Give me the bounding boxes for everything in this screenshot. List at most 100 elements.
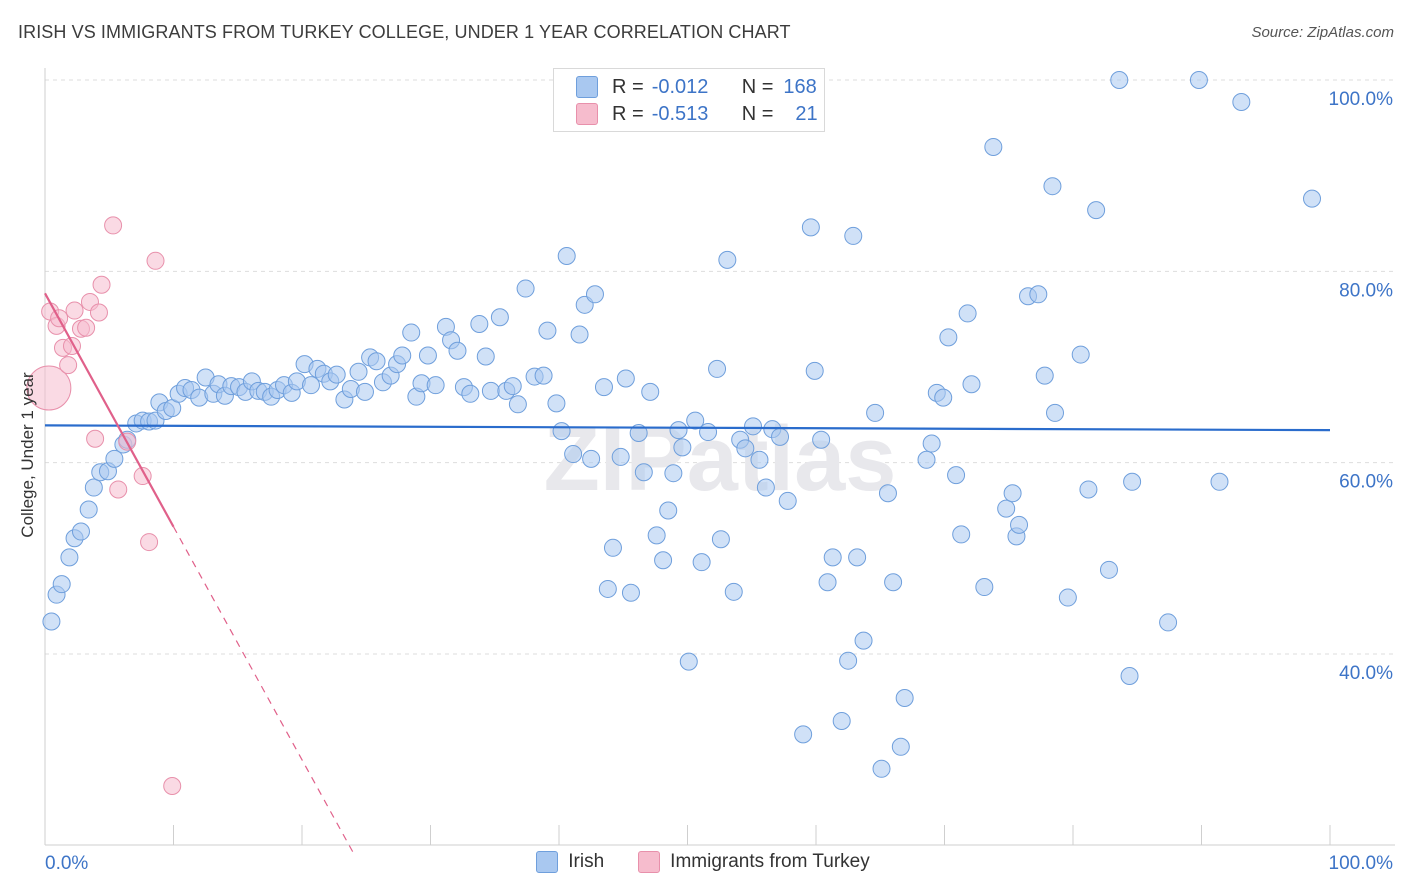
- irish-point: [327, 365, 346, 384]
- irish-point: [917, 450, 936, 469]
- irish-point: [947, 466, 966, 485]
- turkey-point: [104, 216, 123, 235]
- irish-point: [1087, 201, 1106, 220]
- irish-point: [1303, 189, 1322, 208]
- irish-point: [448, 341, 467, 360]
- irish-point: [647, 526, 666, 545]
- turkey-point: [65, 301, 84, 320]
- y-tick-label: 60.0%: [1339, 472, 1393, 493]
- irish-point: [818, 573, 837, 592]
- irish-point: [679, 652, 698, 671]
- irish-point: [878, 484, 897, 503]
- irish-point: [844, 226, 863, 245]
- irish-point: [805, 361, 824, 380]
- irish-point: [418, 346, 437, 365]
- irish-point: [718, 250, 737, 269]
- irish-point: [1110, 71, 1129, 89]
- irish-point: [611, 447, 630, 466]
- irish-point: [839, 651, 858, 670]
- tick-label-layer: 40.0% 60.0% 80.0% 100.0% 0.0% 100.0%: [45, 89, 1393, 874]
- irish-point: [516, 279, 535, 298]
- y-tick-label: 80.0%: [1339, 280, 1393, 301]
- irish-point: [1189, 71, 1208, 89]
- turkey-swatch: [576, 103, 598, 125]
- turkey-point: [109, 480, 128, 499]
- legend-r-label: R =: [612, 75, 644, 98]
- irish-point: [984, 137, 1003, 156]
- irish-point: [997, 499, 1016, 518]
- irish-point: [1079, 480, 1098, 499]
- irish-point: [476, 347, 495, 366]
- axis-layer: [44, 68, 1395, 846]
- irish-point: [1123, 472, 1142, 491]
- irish-point: [84, 478, 103, 497]
- y-tick-label: 100.0%: [1329, 89, 1394, 110]
- irish-point: [564, 445, 583, 464]
- irish-point: [534, 366, 553, 385]
- irish-point: [895, 689, 914, 708]
- irish-point: [538, 321, 557, 340]
- irish-point: [42, 612, 61, 631]
- legend-n-value: 168: [783, 75, 817, 98]
- irish-point: [692, 553, 711, 572]
- irish-point: [654, 551, 673, 570]
- irish-point: [349, 362, 368, 381]
- irish-point: [823, 548, 842, 567]
- turkey-point: [59, 356, 78, 375]
- irish-point: [962, 375, 981, 394]
- irish-point: [585, 285, 604, 304]
- irish-point: [1159, 613, 1178, 632]
- y-axis-label: College, Under 1 year: [18, 372, 37, 538]
- irish-point: [711, 530, 730, 549]
- irish-point: [582, 449, 601, 468]
- series-legend: Irish Immigrants from Turkey: [0, 851, 1406, 873]
- irish-point: [79, 500, 98, 519]
- irish-point: [922, 434, 941, 453]
- irish-point: [750, 450, 769, 469]
- irish-point: [1210, 472, 1229, 491]
- irish-point: [598, 579, 617, 598]
- irish-point: [832, 711, 851, 730]
- irish-point: [1043, 177, 1062, 196]
- turkey-point: [26, 365, 72, 411]
- irish-point: [958, 304, 977, 323]
- irish-point: [60, 548, 79, 567]
- legend-n-label: N =: [741, 75, 774, 98]
- turkey-trend-extension: [172, 526, 354, 854]
- x-tick-label: 0.0%: [45, 853, 88, 874]
- turkey-point: [146, 251, 165, 270]
- irish-point: [1010, 515, 1029, 534]
- legend-label-turkey: Immigrants from Turkey: [670, 851, 870, 872]
- irish-point: [402, 323, 421, 342]
- turkey-legend-swatch: [638, 851, 661, 873]
- irish-point: [659, 501, 678, 520]
- irish-point: [603, 538, 622, 557]
- turkey-trend-line: [44, 292, 175, 528]
- irish-point: [301, 376, 320, 395]
- irish-point: [1046, 403, 1065, 422]
- y-tick-label: 40.0%: [1339, 663, 1393, 684]
- irish-point: [1035, 366, 1054, 385]
- irish-point: [854, 631, 873, 650]
- irish-point: [801, 218, 820, 237]
- irish-point: [1232, 93, 1251, 112]
- irish-point: [105, 449, 124, 468]
- irish-point: [771, 427, 790, 446]
- irish-point: [367, 352, 386, 371]
- irish-point: [355, 382, 374, 401]
- irish-trend-line: [44, 424, 1331, 432]
- irish-point: [1099, 560, 1118, 579]
- irish-point: [812, 430, 831, 449]
- irish-point: [1058, 588, 1077, 607]
- trend-layer: [44, 292, 1331, 854]
- point-layer: [26, 71, 1322, 796]
- irish-point: [866, 403, 885, 422]
- irish-point: [634, 463, 653, 482]
- legend-item-turkey: Immigrants from Turkey: [638, 851, 870, 873]
- turkey-point: [89, 303, 108, 322]
- x-tick-label: 100.0%: [1329, 853, 1394, 874]
- source-label: Source: ZipAtlas.com: [1251, 24, 1394, 41]
- irish-point: [952, 525, 971, 544]
- irish-point: [724, 582, 743, 601]
